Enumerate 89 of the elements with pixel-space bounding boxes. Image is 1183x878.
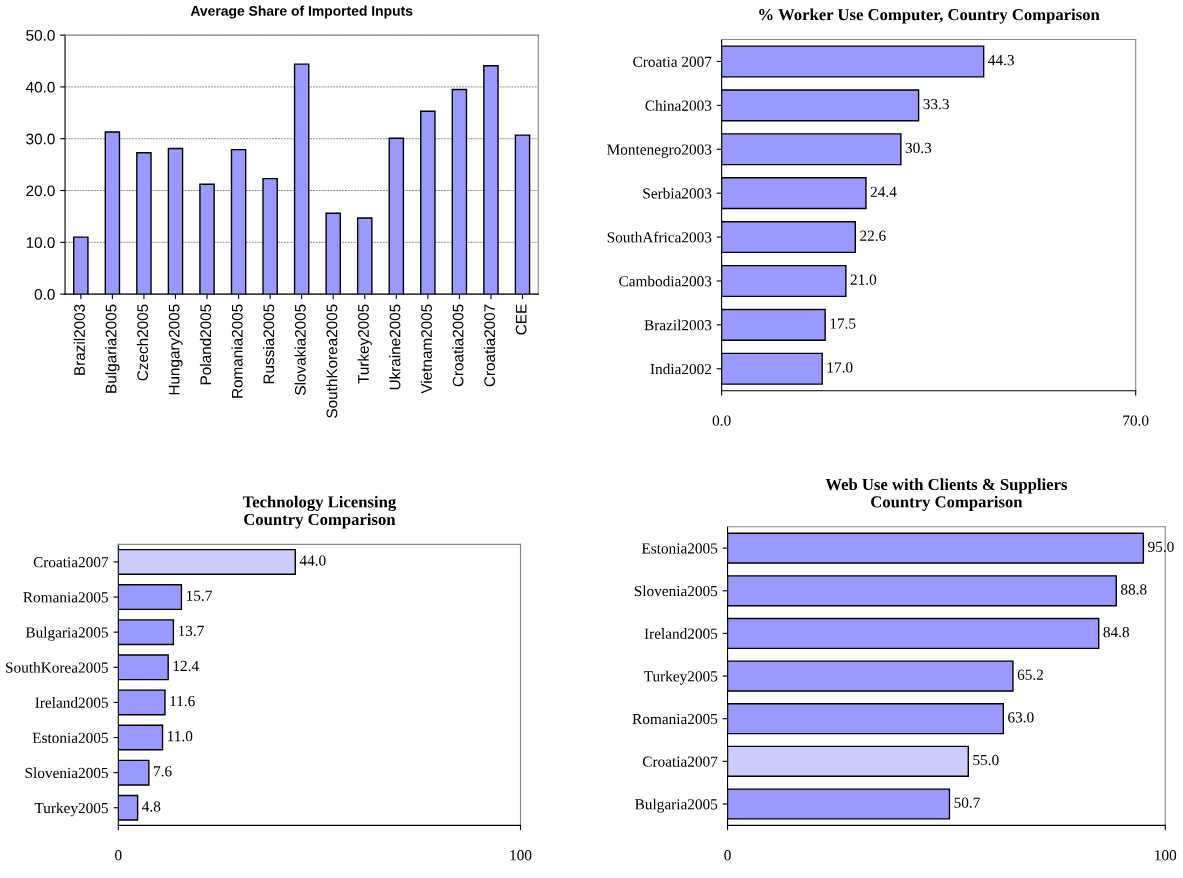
y-tick-label: India2002 <box>650 363 712 375</box>
x-tick-label: 0 <box>724 850 731 861</box>
y-tick-label: Romania2005 <box>632 713 718 725</box>
data-label: 13.7 <box>178 625 204 637</box>
data-label: 21.0 <box>850 274 877 285</box>
x-tick-label: 100 <box>1155 850 1177 861</box>
y-tick-label: Montenegro2003 <box>607 144 712 158</box>
data-label: 7.6 <box>154 766 172 777</box>
x-tick-label: 100 <box>510 850 532 861</box>
data-label: 11.6 <box>170 695 195 707</box>
data-label: 30.3 <box>905 142 932 154</box>
x-tick-label: Ukraine2005 <box>389 304 401 390</box>
y-tick-label: Bulgaria2005 <box>635 798 718 813</box>
bar <box>727 575 1117 607</box>
bar <box>721 308 826 341</box>
data-label: 17.5 <box>830 318 856 329</box>
y-tick-label: 40.0 <box>25 81 55 93</box>
bar <box>727 703 1004 735</box>
y-tick-label: Estonia2005 <box>32 732 108 743</box>
bar <box>721 177 867 210</box>
y-tick-label: SouthKorea2005 <box>6 661 108 673</box>
data-label: 84.8 <box>1103 626 1130 638</box>
y-tick-label: Bulgaria2005 <box>25 626 108 641</box>
y-tick-label: 30.0 <box>26 133 55 145</box>
data-label: 44.0 <box>299 555 326 566</box>
data-label: 4.8 <box>142 801 161 812</box>
y-tick-label: Cambodia2003 <box>619 275 712 287</box>
x-tick-label: Russia2005 <box>263 304 275 384</box>
y-tick-label: Turkey2005 <box>34 802 108 817</box>
bar <box>721 45 985 78</box>
data-label: 55.0 <box>973 754 999 766</box>
x-tick-label: Hungary2005 <box>168 304 183 395</box>
x-tick-label: 0 <box>115 850 122 861</box>
y-tick-label: SouthAfrica2003 <box>607 231 712 243</box>
data-label: 24.4 <box>870 186 897 198</box>
y-tick-label: Romania2005 <box>23 592 108 603</box>
data-label: 22.6 <box>860 230 886 241</box>
x-tick-label: SouthKorea2005 <box>326 304 338 418</box>
x-tick-label: Czech2005 <box>136 304 149 381</box>
y-tick-label: Estonia2005 <box>641 543 718 554</box>
data-label: 44.3 <box>988 55 1014 66</box>
bar <box>727 660 1014 692</box>
data-label: 88.8 <box>1120 584 1147 595</box>
x-tick-label: Turkey2005 <box>357 304 372 384</box>
data-label: 33.3 <box>923 98 949 110</box>
bar <box>727 617 1100 650</box>
y-tick-label: China2003 <box>645 100 712 111</box>
bar <box>721 221 857 254</box>
y-tick-label: Slovenia2005 <box>634 585 718 597</box>
bar <box>727 745 969 777</box>
data-label: 15.7 <box>186 590 212 601</box>
chart-title: % Worker Use Computer, Country Comparison <box>759 8 1100 24</box>
y-tick-label: 20.0 <box>26 185 55 197</box>
y-tick-label: 0.0 <box>34 289 55 300</box>
data-label: 12.4 <box>173 660 199 672</box>
bar <box>721 89 920 122</box>
y-tick-label: Slovenia2005 <box>25 767 108 779</box>
y-tick-label: 50.0 <box>26 29 55 41</box>
x-tick-label: Slovakia2005 <box>294 304 306 395</box>
y-tick-label: Croatia2007 <box>33 557 109 568</box>
chart-title: Technology Licensing Country Comparison <box>242 495 397 529</box>
y-tick-label: Brazil2003 <box>644 319 712 331</box>
data-label: 50.7 <box>954 797 980 808</box>
x-tick-label: CEE <box>515 304 527 335</box>
y-tick-label: Croatia 2007 <box>633 56 712 67</box>
y-tick-label: Ireland2005 <box>644 628 718 639</box>
x-tick-label: 70.0 <box>1123 415 1149 426</box>
data-label: 17.0 <box>827 362 853 373</box>
y-tick-label: Croatia2007 <box>642 756 718 767</box>
bar <box>721 352 823 385</box>
chart-title: Average Share of Imported Inputs <box>190 5 413 19</box>
x-tick-label: Vietnam2005 <box>420 304 432 394</box>
y-tick-label: 10.0 <box>26 237 55 249</box>
bar <box>721 264 847 298</box>
bar <box>727 788 951 820</box>
x-tick-label: Croatia2005 <box>452 304 464 387</box>
data-label: 95.0 <box>1148 541 1174 553</box>
bar <box>721 133 902 166</box>
y-tick-label: Ireland2005 <box>35 697 108 708</box>
y-tick-label: Serbia2003 <box>643 187 712 199</box>
x-tick-label: Romania2005 <box>231 304 243 398</box>
y-tick-label: Turkey2005 <box>643 670 718 685</box>
data-label: 11.0 <box>168 731 193 742</box>
data-label: 63.0 <box>1008 712 1034 723</box>
data-label: 65.2 <box>1017 669 1043 680</box>
x-tick-label: Poland2005 <box>199 304 212 385</box>
chart-title: Web Use with Clients & Suppliers Country Comparison <box>825 478 1068 511</box>
bar <box>727 532 1145 564</box>
x-tick-label: Croatia2007 <box>483 304 496 387</box>
